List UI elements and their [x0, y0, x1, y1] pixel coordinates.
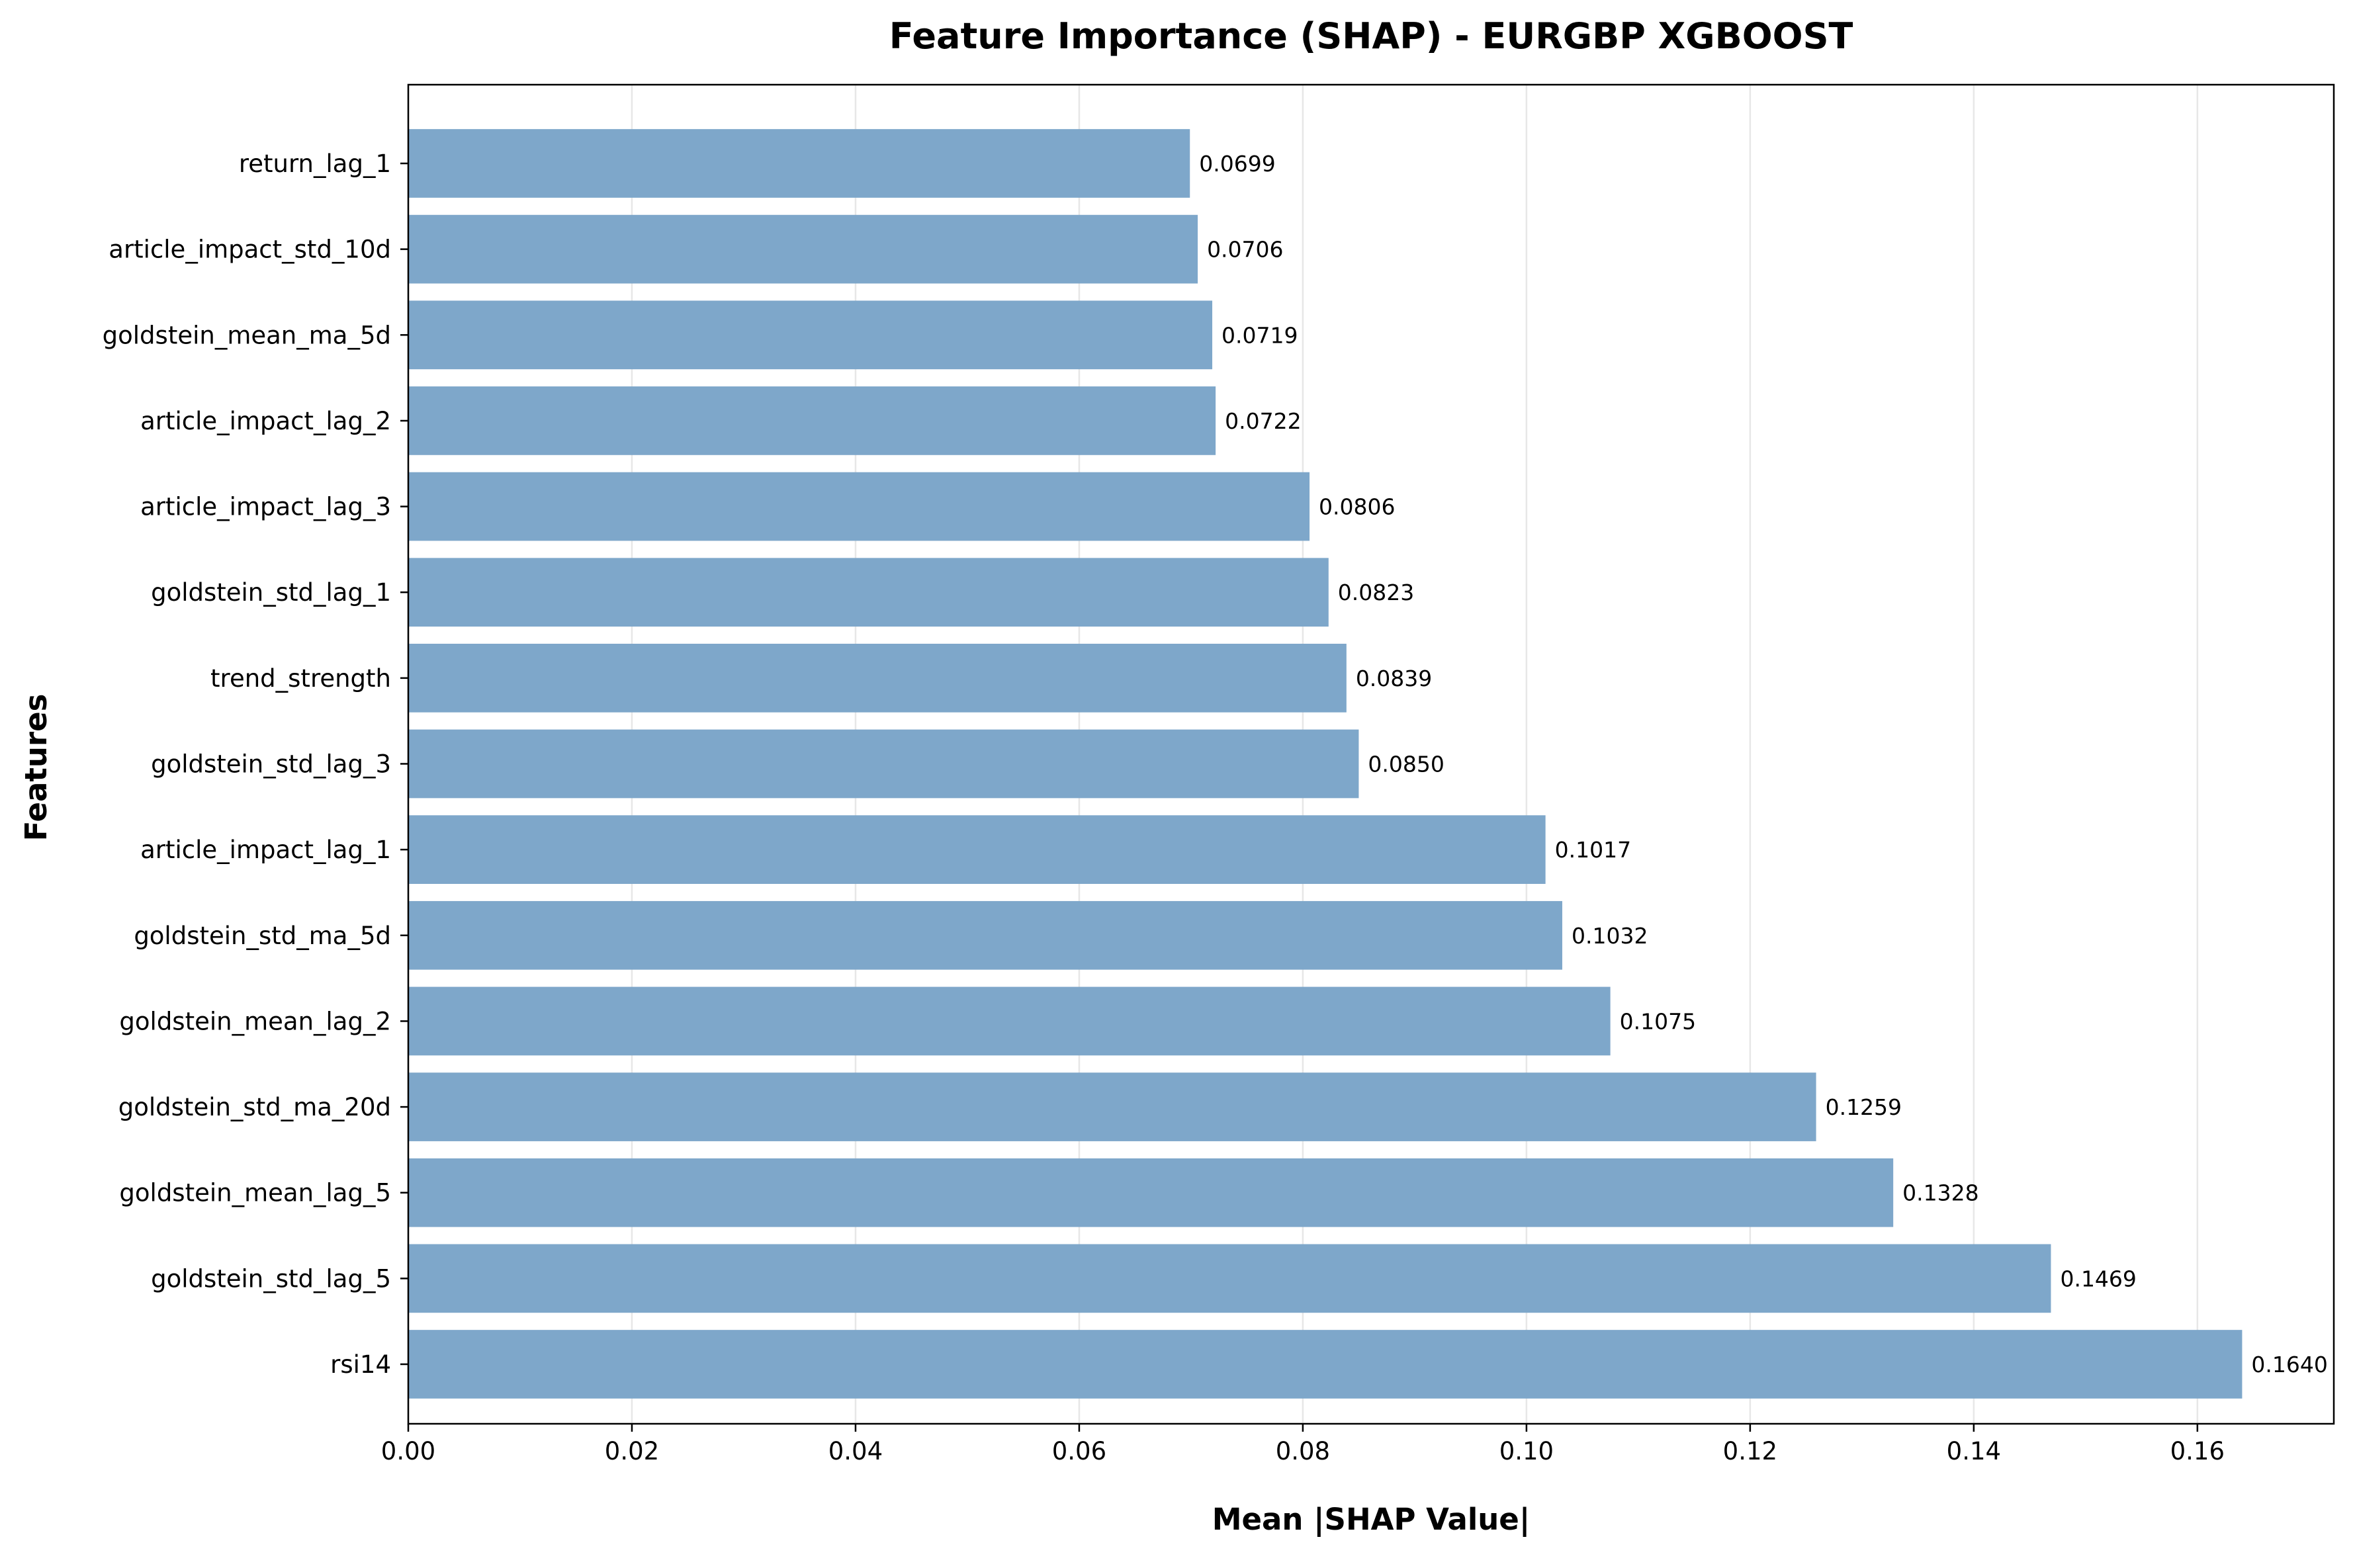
- data-label: 0.1075: [1620, 1008, 1696, 1034]
- data-label: 0.1469: [2060, 1266, 2136, 1291]
- data-label: 0.0719: [1222, 322, 1298, 348]
- x-tick-label: 0.06: [1052, 1437, 1106, 1465]
- data-label: 0.1017: [1555, 837, 1631, 863]
- y-tick-label: article_impact_lag_2: [140, 407, 391, 435]
- y-tick-label: goldstein_mean_ma_5d: [103, 321, 391, 349]
- data-label: 0.0722: [1225, 408, 1301, 434]
- bar: [408, 986, 1611, 1056]
- y-tick-label: goldstein_std_ma_5d: [134, 922, 391, 950]
- y-tick-label: rsi14: [330, 1350, 391, 1379]
- data-label: 0.1259: [1826, 1094, 1902, 1120]
- plot-frame: [407, 83, 2335, 1425]
- x-tick-label: 0.00: [381, 1437, 435, 1465]
- y-tick-label: article_impact_std_10d: [109, 236, 391, 264]
- data-label: 0.0699: [1199, 151, 1275, 177]
- x-axis-label: Mean |SHAP Value|: [1212, 1502, 1531, 1537]
- y-tick-label: trend_strength: [210, 664, 391, 693]
- data-label-layer: 0.0699 0.0706 0.0719 0.0722 0.0806 0.0823 0.08…: [1199, 151, 2328, 1377]
- bar: [408, 1072, 1816, 1141]
- x-tick-label: 0.10: [1499, 1437, 1554, 1465]
- y-axis-label: Features: [19, 694, 54, 842]
- y-tick-label: goldstein_std_lag_5: [151, 1264, 391, 1293]
- bar: [408, 1244, 2051, 1313]
- x-tick-label: 0.04: [828, 1437, 883, 1465]
- data-label: 0.0706: [1207, 237, 1283, 263]
- x-tick-label: 0.08: [1276, 1437, 1330, 1465]
- bar: [408, 1330, 2243, 1399]
- y-tick-label: return_lag_1: [239, 150, 391, 178]
- bar: [408, 386, 1216, 455]
- chart-title: Feature Importance (SHAP) - EURGBP XGBOO…: [889, 15, 1853, 57]
- bar-layer: [408, 129, 2243, 1399]
- x-tick-layer: 0.00 0.02 0.04 0.06 0.08 0.10 0.12 0.14 0.16: [381, 1424, 2225, 1465]
- data-label: 0.1032: [1572, 923, 1648, 949]
- y-tick-label: article_impact_lag_3: [140, 493, 391, 521]
- bar: [408, 300, 1213, 370]
- y-tick-label: goldstein_std_lag_1: [151, 578, 391, 607]
- data-label: 0.0806: [1319, 494, 1395, 520]
- y-tick-label: goldstein_std_ma_20d: [118, 1093, 391, 1121]
- x-tick-label: 0.16: [2170, 1437, 2225, 1465]
- bar: [408, 472, 1310, 541]
- bar: [408, 558, 1329, 627]
- y-tick-layer: return_lag_1 article_impact_std_10dgoldst…: [103, 150, 408, 1379]
- x-tick-label: 0.02: [605, 1437, 659, 1465]
- x-tick-label: 0.14: [1947, 1437, 2001, 1465]
- bar: [408, 900, 1562, 970]
- bar: [408, 644, 1347, 713]
- y-tick-label: goldstein_mean_lag_2: [119, 1007, 391, 1035]
- data-label: 0.0839: [1356, 666, 1432, 691]
- bar: [408, 1158, 1894, 1227]
- y-tick-label: goldstein_std_lag_3: [151, 750, 391, 779]
- data-label: 0.0823: [1338, 580, 1414, 605]
- data-label: 0.0850: [1368, 752, 1444, 777]
- x-tick-label: 0.12: [1723, 1437, 1777, 1465]
- bar: [408, 815, 1546, 884]
- bar: [408, 214, 1198, 284]
- bar: [408, 129, 1190, 198]
- y-tick-label: goldstein_mean_lag_5: [119, 1179, 391, 1207]
- bar: [408, 729, 1359, 799]
- y-tick-label: article_impact_lag_1: [140, 836, 391, 864]
- data-label: 0.1328: [1902, 1180, 1978, 1206]
- data-label: 0.1640: [2251, 1352, 2327, 1377]
